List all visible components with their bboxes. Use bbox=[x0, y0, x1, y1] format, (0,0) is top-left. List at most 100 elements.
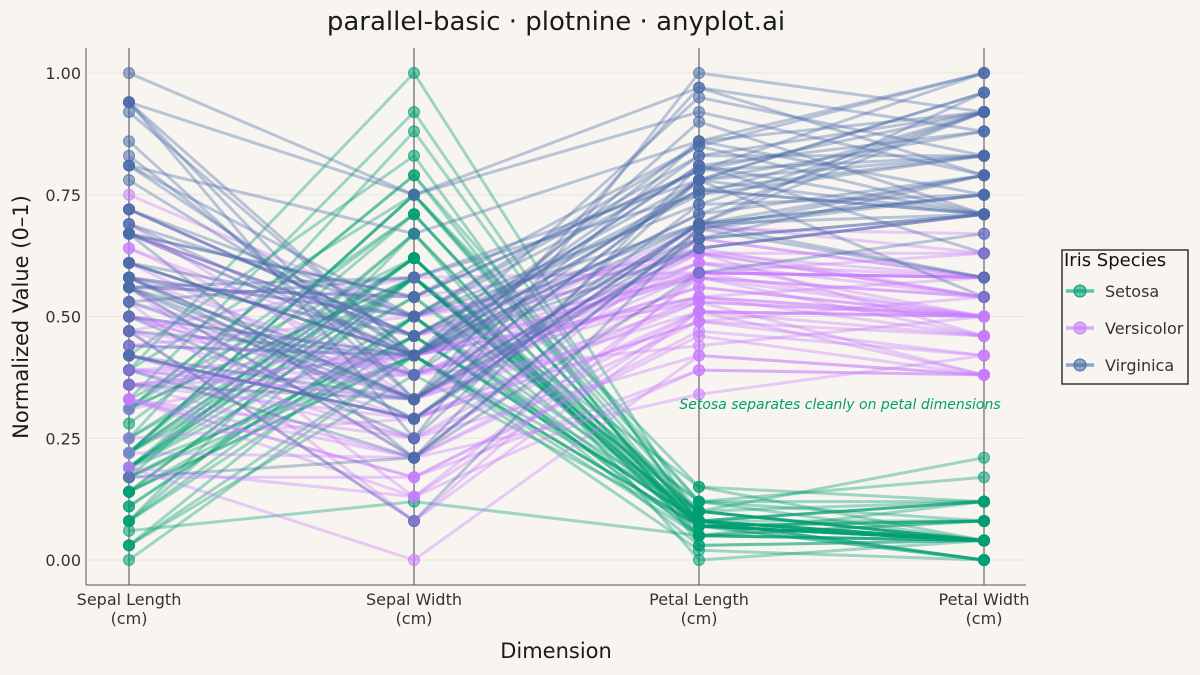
setosa-line bbox=[127, 193, 985, 504]
setosa-line bbox=[128, 334, 985, 562]
virginica-line bbox=[128, 178, 985, 377]
setosa-line bbox=[127, 129, 985, 562]
y-tick-label: 0.75 bbox=[45, 186, 81, 205]
virginica-line bbox=[128, 86, 985, 197]
setosa-line bbox=[128, 334, 985, 562]
virginica-point bbox=[408, 368, 420, 381]
versicolor-point bbox=[693, 281, 705, 294]
virginica-point bbox=[693, 218, 705, 230]
versicolor-line bbox=[128, 310, 985, 440]
virginica-line bbox=[128, 193, 985, 421]
setosa-line bbox=[128, 354, 985, 542]
virginica-point bbox=[123, 174, 135, 187]
virginica-line bbox=[128, 193, 985, 421]
virginica-point bbox=[978, 291, 990, 303]
versicolor-line bbox=[128, 329, 985, 479]
versicolor-point bbox=[978, 330, 990, 342]
virginica-point bbox=[693, 242, 705, 255]
setosa-line bbox=[128, 276, 985, 542]
virginica-point bbox=[693, 149, 705, 162]
versicolor-line bbox=[128, 246, 985, 357]
virginica-point bbox=[978, 149, 990, 162]
virginica-line bbox=[128, 173, 985, 401]
versicolor-line bbox=[128, 295, 985, 440]
virginica-point bbox=[978, 67, 990, 79]
legend-swatch-marker bbox=[1073, 284, 1087, 298]
versicolor-line bbox=[128, 271, 985, 377]
virginica-line bbox=[128, 154, 985, 401]
virginica-point bbox=[123, 203, 135, 216]
virginica-line bbox=[128, 154, 984, 357]
setosa-line bbox=[128, 276, 985, 523]
virginica-point bbox=[123, 378, 135, 391]
x-tick-label: Sepal Width bbox=[366, 590, 462, 609]
setosa-line bbox=[127, 232, 985, 562]
setosa-line bbox=[128, 276, 985, 542]
setosa-line bbox=[128, 256, 985, 528]
virginica-line bbox=[128, 110, 985, 318]
setosa-point bbox=[978, 515, 990, 527]
versicolor-line bbox=[128, 354, 985, 440]
virginica-line bbox=[128, 129, 985, 357]
series-points bbox=[123, 67, 990, 566]
setosa-point bbox=[408, 252, 420, 265]
setosa-line bbox=[128, 256, 985, 542]
versicolor-line bbox=[128, 237, 985, 460]
setosa-line bbox=[128, 256, 985, 538]
virginica-point bbox=[978, 86, 990, 99]
setosa-point bbox=[978, 554, 990, 566]
versicolor-line bbox=[128, 246, 985, 377]
x-tick-label: Petal Width bbox=[938, 590, 1029, 609]
virginica-line bbox=[128, 101, 985, 357]
virginica-line bbox=[128, 193, 985, 460]
setosa-line bbox=[127, 193, 984, 523]
virginica-point bbox=[693, 135, 705, 148]
virginica-line bbox=[128, 212, 985, 421]
setosa-line bbox=[128, 315, 985, 547]
versicolor-line bbox=[128, 251, 985, 333]
versicolor-line bbox=[128, 251, 984, 299]
setosa-point bbox=[978, 471, 990, 484]
y-tick-label: 0.50 bbox=[45, 308, 81, 327]
setosa-line bbox=[128, 334, 985, 542]
setosa-line bbox=[128, 276, 985, 542]
virginica-point bbox=[978, 106, 990, 118]
setosa-line bbox=[128, 354, 985, 528]
x-tick-label: Sepal Length bbox=[77, 590, 182, 609]
versicolor-line bbox=[128, 261, 985, 357]
versicolor-line bbox=[128, 354, 985, 562]
virginica-point bbox=[408, 412, 420, 425]
setosa-point bbox=[123, 539, 135, 552]
setosa-point bbox=[123, 485, 135, 498]
versicolor-line bbox=[128, 271, 985, 318]
virginica-point bbox=[978, 208, 990, 221]
virginica-point bbox=[693, 67, 705, 79]
x-tick-label: (cm) bbox=[396, 609, 433, 628]
versicolor-line bbox=[128, 368, 985, 499]
series-lines bbox=[127, 71, 985, 562]
virginica-point bbox=[408, 310, 420, 323]
legend-title: Iris Species bbox=[1064, 250, 1166, 271]
virginica-line bbox=[128, 222, 985, 401]
legend-items: Setosa Versicolor Virginica bbox=[1066, 282, 1184, 375]
virginica-point bbox=[693, 164, 705, 177]
virginica-line bbox=[128, 178, 985, 440]
versicolor-point bbox=[123, 242, 135, 255]
y-tick-labels: 0.00 0.25 0.50 0.75 1.00 bbox=[45, 64, 81, 570]
versicolor-line bbox=[128, 315, 985, 387]
virginica-line bbox=[128, 193, 985, 421]
virginica-point bbox=[978, 271, 990, 284]
virginica-line bbox=[127, 139, 985, 401]
virginica-point bbox=[408, 393, 420, 406]
setosa-line bbox=[128, 232, 985, 562]
versicolor-line bbox=[128, 300, 985, 387]
annotation-text: Setosa separates cleanly on petal dimens… bbox=[679, 397, 1000, 413]
virginica-line bbox=[128, 154, 985, 338]
versicolor-point bbox=[978, 310, 990, 323]
versicolor-line bbox=[128, 334, 985, 479]
virginica-line bbox=[128, 212, 985, 357]
versicolor-point bbox=[123, 432, 135, 445]
versicolor-line bbox=[128, 310, 985, 523]
setosa-point bbox=[123, 500, 135, 513]
